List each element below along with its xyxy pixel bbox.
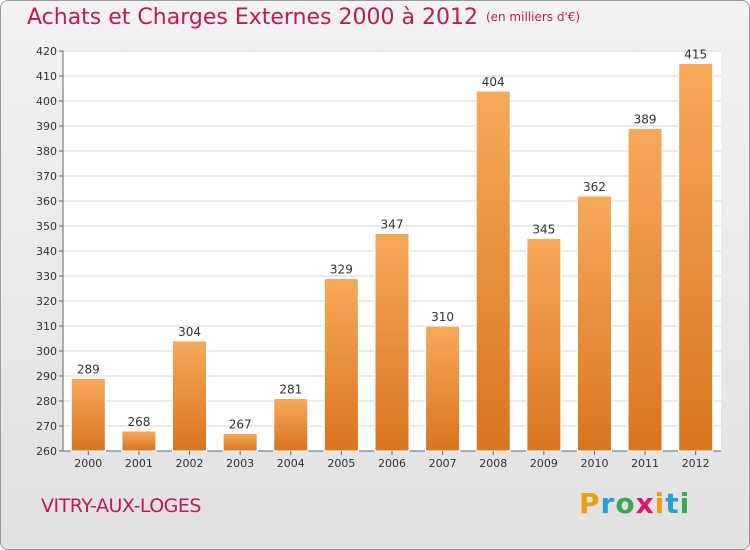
y-tick-label: 300 <box>36 345 57 358</box>
x-tick-label: 2009 <box>530 457 558 470</box>
y-tick-label: 340 <box>36 245 57 258</box>
bar-value-label: 404 <box>482 75 505 89</box>
y-tick-label: 280 <box>36 395 57 408</box>
bar <box>425 325 461 452</box>
y-tick-label: 290 <box>36 370 57 383</box>
y-tick-label: 330 <box>36 270 57 283</box>
bar-value-label: 347 <box>381 218 404 232</box>
bar-value-label: 329 <box>330 263 353 277</box>
x-tick-label: 2002 <box>176 457 204 470</box>
bar-value-label: 415 <box>684 48 707 62</box>
chart-title-text: Achats et Charges Externes 2000 à 2012 <box>27 5 478 30</box>
y-tick-label: 310 <box>36 320 57 333</box>
y-tick-label: 390 <box>36 120 57 133</box>
bar <box>526 238 562 452</box>
bar <box>70 378 106 452</box>
bar-value-label: 289 <box>77 363 100 377</box>
chart-title: Achats et Charges Externes 2000 à 2012 (e… <box>27 5 580 30</box>
y-tick-label: 260 <box>36 445 57 458</box>
bar-value-label: 304 <box>178 325 201 339</box>
bar-value-label: 345 <box>532 223 555 237</box>
bar <box>576 195 612 452</box>
y-tick-label: 320 <box>36 295 57 308</box>
x-tick-label: 2012 <box>682 457 710 470</box>
y-tick-label: 360 <box>36 195 57 208</box>
bar-value-label: 310 <box>431 310 454 324</box>
bar <box>222 433 258 452</box>
bar-value-label: 362 <box>583 180 606 194</box>
bar <box>121 430 157 452</box>
bar <box>627 128 663 452</box>
bar-value-label: 389 <box>634 113 657 127</box>
y-tick-label: 350 <box>36 220 57 233</box>
x-tick-label: 2004 <box>277 457 305 470</box>
logo-letter: x <box>635 487 655 520</box>
bar-value-label: 268 <box>127 415 150 429</box>
y-tick-label: 380 <box>36 145 57 158</box>
logo-letter: o <box>615 487 636 520</box>
logo-letter: P <box>579 487 601 520</box>
x-tick-label: 2003 <box>226 457 254 470</box>
x-tick-label: 2010 <box>580 457 608 470</box>
x-tick-label: 2007 <box>429 457 457 470</box>
y-tick-label: 270 <box>36 420 57 433</box>
x-tick-label: 2011 <box>631 457 659 470</box>
x-tick-label: 2001 <box>125 457 153 470</box>
y-tick-label: 420 <box>36 45 57 58</box>
x-tick-label: 2005 <box>327 457 355 470</box>
commune-name: VITRY-AUX-LOGES <box>41 495 201 517</box>
y-tick-label: 400 <box>36 95 57 108</box>
logo-letter: t <box>665 487 680 520</box>
bar <box>374 233 410 452</box>
bar <box>323 278 359 452</box>
bar <box>172 340 208 452</box>
logo-letter: i <box>654 487 666 520</box>
y-tick-label: 410 <box>36 70 57 83</box>
bar-value-label: 281 <box>279 383 302 397</box>
bar <box>678 63 714 452</box>
x-tick-label: 2006 <box>378 457 406 470</box>
x-tick-label: 2000 <box>74 457 102 470</box>
proxiti-logo: Proxiti <box>579 487 690 520</box>
bar <box>273 398 309 452</box>
x-tick-label: 2008 <box>479 457 507 470</box>
bar-value-label: 267 <box>229 418 252 432</box>
y-tick-label: 370 <box>36 170 57 183</box>
logo-letter: r <box>600 487 616 520</box>
logo-letter: i <box>679 487 691 520</box>
bar <box>475 90 511 452</box>
chart-subtitle: (en milliers d'€) <box>485 10 581 24</box>
